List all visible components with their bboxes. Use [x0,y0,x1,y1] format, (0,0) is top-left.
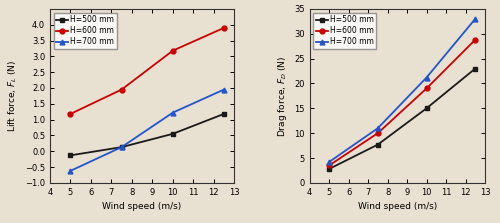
H=700 mm [170,111,176,114]
Y-axis label: Lift force, $F_L$ (N): Lift force, $F_L$ (N) [7,60,20,132]
H=700 mm [221,88,227,91]
H=600 mm [118,88,124,91]
H=700 mm [424,76,430,79]
H=500 mm [68,154,73,157]
H=500 mm [424,107,430,110]
H=500 mm [326,168,332,170]
H=500 mm [375,143,381,146]
H=700 mm [375,127,381,130]
H=700 mm [326,161,332,163]
Line: H=500 mm: H=500 mm [326,66,478,171]
Line: H=600 mm: H=600 mm [68,25,226,116]
H=600 mm [472,38,478,41]
Line: H=700 mm: H=700 mm [326,17,478,164]
H=500 mm [118,146,124,149]
X-axis label: Wind speed (m/s): Wind speed (m/s) [358,202,437,211]
Line: H=600 mm: H=600 mm [326,37,478,168]
H=600 mm [375,132,381,134]
H=600 mm [68,113,73,115]
Y-axis label: Drag force, $F_D$ (N): Drag force, $F_D$ (N) [276,55,288,137]
H=500 mm [221,113,227,115]
Line: H=500 mm: H=500 mm [68,112,226,158]
H=600 mm [221,27,227,29]
H=700 mm [118,146,124,149]
Line: H=700 mm: H=700 mm [68,87,226,173]
Legend: H=500 mm, H=600 mm, H=700 mm: H=500 mm, H=600 mm, H=700 mm [54,13,117,49]
H=500 mm [170,132,176,135]
H=700 mm [472,18,478,20]
H=600 mm [326,164,332,167]
H=600 mm [424,87,430,90]
H=700 mm [68,169,73,172]
H=600 mm [170,49,176,52]
H=500 mm [472,67,478,70]
X-axis label: Wind speed (m/s): Wind speed (m/s) [102,202,182,211]
Legend: H=500 mm, H=600 mm, H=700 mm: H=500 mm, H=600 mm, H=700 mm [314,13,376,49]
